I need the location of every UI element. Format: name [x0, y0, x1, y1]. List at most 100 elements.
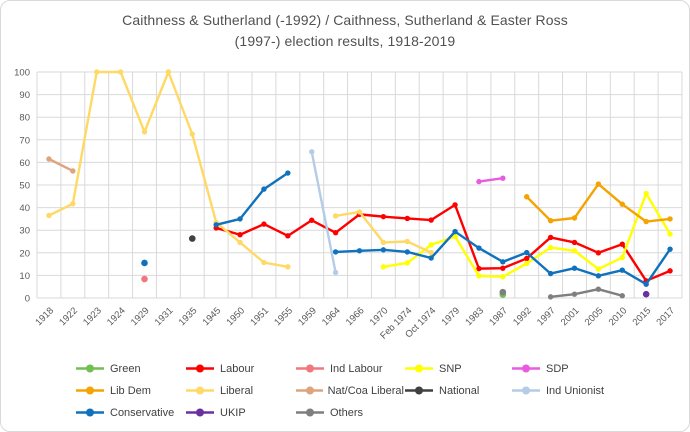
data-point-ind-labour [141, 275, 148, 283]
x-axis-label: 1983 [463, 305, 486, 328]
series-conservative [141, 170, 673, 287]
legend-item-conservative: Conservative [75, 405, 185, 420]
data-point-labour [380, 213, 387, 220]
legend: Green Labour Ind Labour SNP SDP Lib Dem Libera… [75, 361, 604, 420]
y-axis-tick-label: 80 [19, 113, 30, 124]
data-point-labour [309, 217, 315, 223]
legend-marker [306, 408, 314, 417]
data-point-liberal [356, 209, 363, 215]
data-point-liberal [165, 69, 172, 75]
legend-marker [522, 364, 530, 373]
legend-label: SDP [546, 362, 569, 375]
data-point-liberal [117, 69, 124, 75]
y-axis-tick-label: 40 [19, 203, 30, 214]
data-point-labour [595, 250, 602, 256]
series-ind-unionist [309, 149, 339, 276]
legend-swatch-snp-icon [405, 364, 433, 373]
data-point-conservative [547, 270, 554, 277]
x-axis-label: 2017 [654, 305, 677, 328]
legend-marker [306, 364, 314, 373]
x-axis-label: 1931 [153, 305, 176, 328]
data-point-snp [500, 274, 506, 280]
legend-item-lib-dem: Lib Dem [75, 383, 185, 398]
data-point-snp [547, 244, 554, 251]
series-ind-labour [141, 275, 148, 283]
data-point-conservative [356, 248, 363, 254]
x-axis-label: 1955 [272, 305, 295, 328]
data-point-snp [476, 273, 482, 279]
data-point-ukip [642, 290, 650, 298]
x-axis-label: 1959 [296, 305, 319, 328]
data-point-labour [619, 241, 625, 247]
legend-swatch-national-icon [405, 386, 433, 395]
x-axis-label: 2010 [607, 305, 630, 328]
legend-label: Nat/Coa Liberal [327, 384, 404, 397]
series-line-others [549, 287, 624, 299]
series-lib-dem [524, 181, 673, 225]
data-point-snp [595, 266, 602, 272]
legend-item-labour: Labour [185, 361, 295, 376]
x-axis-label: 1964 [320, 305, 343, 328]
legend-item-liberal: Liberal [185, 383, 295, 398]
data-point-lib-dem [524, 194, 530, 200]
data-point-labour [452, 202, 458, 208]
legend-item-green: Green [75, 361, 185, 376]
data-point-liberal [261, 259, 267, 266]
data-point-snp [404, 260, 410, 266]
data-point-sdp [500, 175, 506, 181]
legend-swatch-green-icon [76, 364, 104, 373]
data-point-others [547, 294, 554, 300]
data-point-conservative [524, 249, 530, 256]
legend-marker [196, 386, 204, 395]
data-point-snp [524, 260, 530, 267]
legend-swatch-lib-dem-icon [76, 386, 104, 395]
series-line-labour [214, 203, 672, 283]
legend-marker [522, 386, 530, 395]
series-line-nat-coa-liberal [47, 157, 75, 173]
legend-swatch-others-icon [296, 408, 324, 417]
data-point-conservative [237, 216, 243, 222]
data-point-conservative [213, 222, 219, 228]
data-point-liberal [404, 238, 410, 245]
data-point-snp [667, 231, 673, 237]
legend-label: SNP [439, 362, 462, 375]
data-point-labour [476, 265, 482, 272]
x-axis-label: 2015 [631, 305, 654, 328]
legend-swatch-ind-labour-icon [296, 364, 324, 373]
legend-item-snp: SNP [404, 361, 511, 376]
chart-title-line1: Caithness & Sutherland (-1992) / Caithne… [122, 12, 568, 28]
x-axis-label: 1922 [57, 305, 80, 328]
data-point-labour [237, 232, 243, 238]
data-point-nat-coa-liberal [46, 156, 52, 162]
data-point-others [619, 293, 625, 299]
y-axis-tick-label: 30 [19, 226, 30, 237]
legend-item-ind-unionist: Ind Unionist [511, 383, 604, 398]
data-point-labour [547, 234, 554, 241]
data-point-liberal [141, 129, 148, 135]
data-point-national [188, 235, 196, 242]
data-point-others [571, 291, 578, 297]
data-point-liberal [94, 69, 100, 75]
data-point-lib-dem [667, 216, 673, 222]
data-point-conservative [404, 249, 410, 255]
legend-item-sdp: SDP [511, 361, 604, 376]
x-axis-label: 1924 [105, 305, 128, 328]
data-point-snp [643, 190, 649, 197]
legend-swatch-sdp-icon [512, 364, 540, 373]
data-point-lib-dem [547, 218, 554, 224]
data-point-lib-dem [643, 218, 649, 225]
legend-swatch-ukip-icon [186, 408, 214, 417]
data-point-conservative [619, 267, 625, 273]
legend-marker [196, 364, 204, 373]
chart-title: Caithness & Sutherland (-1992) / Caithne… [1, 10, 689, 52]
legend-item-nat-coa-liberal: Nat/Coa Liberal [295, 383, 404, 398]
data-point-others [595, 286, 602, 292]
data-point-sdp [476, 178, 482, 185]
data-point-labour [667, 268, 673, 274]
data-point-snp [428, 242, 434, 248]
x-axis-label: 1950 [224, 305, 247, 328]
data-point-snp [380, 264, 387, 270]
data-point-others [499, 288, 507, 296]
data-point-conservative [571, 265, 578, 271]
series-line-conservative [214, 171, 290, 226]
